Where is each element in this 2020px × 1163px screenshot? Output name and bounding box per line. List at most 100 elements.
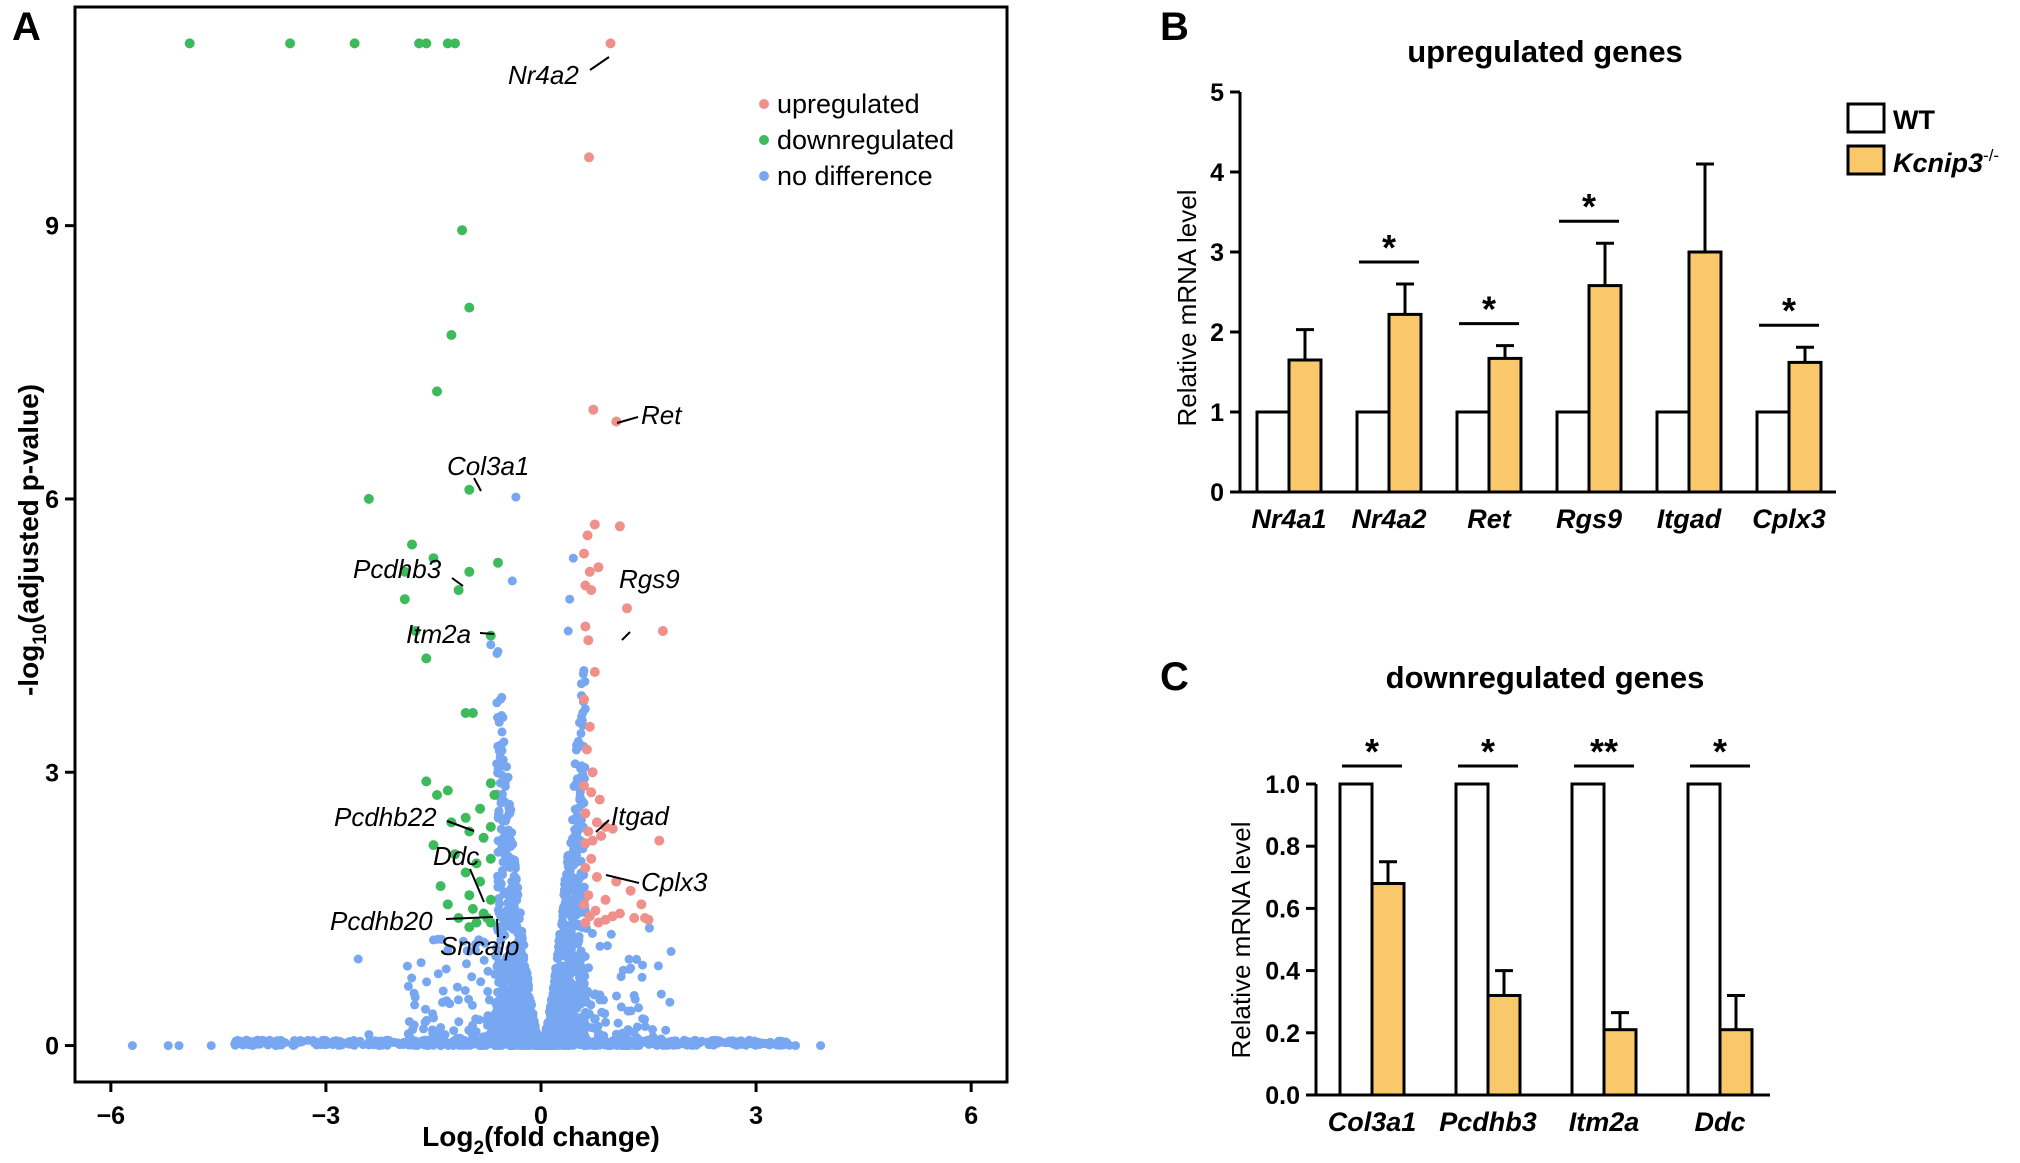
significance-mark-col3a1: * [1365,731,1379,772]
bar-wt-cplx3 [1755,410,1791,494]
scatter-point-no-difference [499,796,509,806]
annotation-itgad: Itgad [611,801,670,831]
scatter-point-no-difference [403,981,413,991]
scatter-point-no-difference [410,1000,420,1010]
scatter-point-no-difference [624,954,634,964]
scatter-point-no-difference [665,997,675,1007]
category-label-pcdhb3: Pcdhb3 [1439,1107,1537,1137]
scatter-point-no-difference [816,1041,826,1051]
volcano-y-tick-label: 6 [45,486,59,514]
bar-kcnip3-col3a1 [1370,882,1406,1097]
scatter-point-no-difference [623,1025,633,1035]
scatter-point-no-difference [529,1019,539,1029]
scatter-point-no-difference [691,1037,701,1047]
annotation-cplx3: Cplx3 [641,867,708,897]
scatter-point-no-difference [507,1022,517,1032]
downregulated-y-tick-label: 0.8 [1265,833,1300,861]
scatter-point-downregulated [184,38,195,49]
scatter-point-downregulated [457,225,468,236]
scatter-point-no-difference [163,1041,173,1051]
upregulated-y-tick-label: 3 [1210,239,1224,267]
scatter-point-no-difference [519,940,529,950]
scatter-point-no-difference [274,1040,284,1050]
scatter-point-downregulated [363,493,374,504]
scatter-point-no-difference [601,1017,611,1027]
bar-wt-ret [1455,410,1491,494]
scatter-point-no-difference [755,1039,765,1049]
leader-line-pcdhb22 [446,820,475,832]
scatter-point-no-difference [569,918,579,928]
scatter-point-no-difference [569,1038,579,1048]
scatter-point-no-difference [406,1039,416,1049]
legend-label-kcnip3: Kcnip3-/- [1893,146,1999,178]
scatter-point-no-difference [453,995,463,1005]
legend-marker-downregulated [759,135,769,145]
scatter-point-no-difference [384,1035,393,1045]
scatter-point-no-difference [521,969,531,979]
scatter-point-no-difference [433,969,443,979]
scatter-point-no-difference [655,1035,665,1045]
scatter-point-downregulated [442,38,453,49]
scatter-point-no-difference [573,803,583,813]
category-label-nr4a1: Nr4a1 [1251,504,1326,534]
leader-line-cplx3 [605,874,640,884]
scatter-point-no-difference [462,959,471,969]
scatter-point-no-difference [612,991,621,1001]
scatter-point-no-difference [457,1036,467,1046]
scatter-point-upregulated [587,767,598,778]
scatter-point-no-difference [428,1009,438,1019]
scatter-point-no-difference [467,972,477,982]
scatter-point-no-difference [632,954,642,964]
panel-letter-a: A [12,5,41,49]
upregulated-genes-title: upregulated genes [1407,34,1683,69]
scatter-point-no-difference [404,1017,414,1027]
scatter-point-no-difference [565,594,575,604]
scatter-point-no-difference [496,837,506,847]
scatter-point-downregulated [453,585,464,596]
scatter-point-downregulated [446,330,457,340]
leader-line-pcdhb20 [445,916,494,920]
scatter-point-no-difference [557,1007,567,1016]
scatter-point-no-difference [573,817,582,827]
volcano-x-tick-label: 6 [964,1102,978,1130]
downregulated-genes-chart: downregulated genes Relative mRNA level … [1226,660,1770,1137]
leader-line-col3a1 [473,477,482,492]
scatter-point-no-difference [580,677,590,687]
scatter-point-no-difference [460,986,470,995]
scatter-point-upregulated [622,603,632,614]
scatter-point-no-difference [507,837,516,847]
scatter-point-downregulated [428,553,439,564]
scatter-point-upregulated [579,694,589,705]
scatter-point-no-difference [638,960,647,970]
scatter-point-no-difference [522,1014,532,1024]
scatter-point-no-difference [507,828,517,838]
scatter-point-downregulated [485,894,496,905]
scatter-point-no-difference [569,781,579,791]
scatter-point-upregulated [579,548,589,559]
upregulated-axes: Nr4a1 Nr4a2 Ret Rgs9 Itgad Cplx3 0 1 2 3 4 5 [1210,79,1836,534]
scatter-point-downregulated [478,832,489,843]
scatter-point-downregulated [407,539,417,550]
category-label-itgad: Itgad [1657,504,1722,534]
scatter-point-upregulated [579,899,589,910]
scatter-point-no-difference [613,1018,623,1028]
scatter-point-upregulated [586,585,597,596]
scatter-point-downregulated [432,790,442,800]
scatter-point-no-difference [648,1025,657,1034]
scatter-point-no-difference [560,886,570,896]
scatter-point-no-difference [711,1035,721,1045]
upregulated-y-axis-title: Relative mRNA level [1172,190,1202,427]
downregulated-y-axis-title: Relative mRNA level [1226,822,1256,1059]
scatter-point-upregulated [607,911,618,922]
legend-swatch-kcnip3 [1846,144,1886,176]
upregulated-bars: * * * * [1255,162,1823,494]
leader-line-nr4a2 [589,56,610,71]
scatter-point-no-difference [551,980,561,990]
scatter-point-no-difference [483,966,493,976]
scatter-point-no-difference [561,936,571,946]
scatter-point-downregulated [450,849,460,860]
annotation-rgs9: Rgs9 [619,564,680,594]
scatter-point-no-difference [498,761,508,771]
scatter-point-no-difference [491,1038,500,1048]
scatter-point-upregulated [586,787,597,798]
